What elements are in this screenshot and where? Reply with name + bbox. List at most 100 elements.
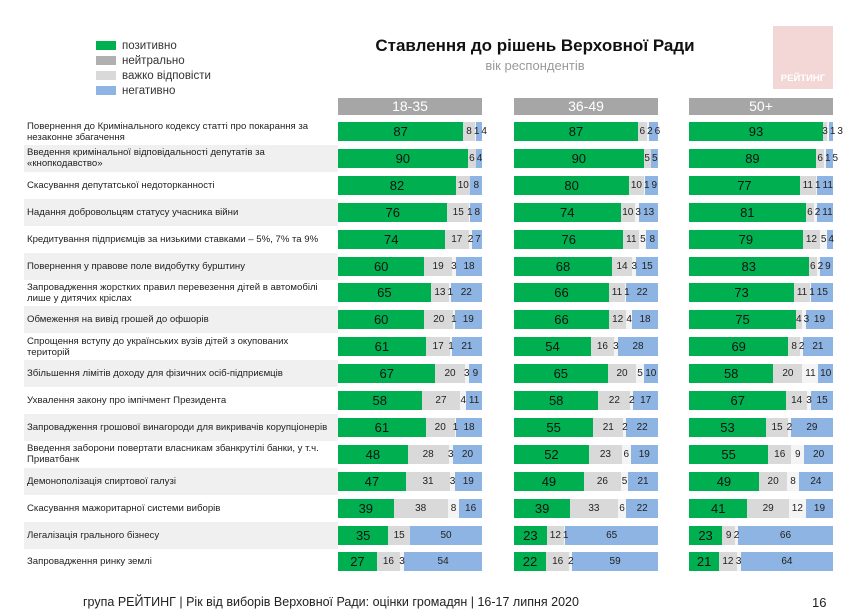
bar-label-negative: 5 — [832, 152, 839, 164]
bar-segment-neutral — [786, 391, 807, 410]
bar-label-positive: 79 — [738, 231, 754, 247]
bar-segment-neutral — [424, 310, 454, 330]
bar-segment-hard-to-say — [622, 444, 631, 464]
bar-segment-neutral — [546, 525, 564, 545]
category-label: Запровадження ринку землі — [27, 556, 152, 568]
category-label: Запровадження жорстких правил перевезенн… — [27, 281, 318, 304]
category-label: Кредитування підприємців за низькими ста… — [27, 233, 319, 245]
bar-label-hard-to-say: 2 — [817, 260, 824, 272]
row-background — [24, 144, 338, 172]
bar-segment-positive — [514, 417, 594, 437]
bar-segment-hard-to-say — [449, 283, 451, 303]
bar-segment-hard-to-say — [454, 417, 457, 437]
bar-label-neutral: 20 — [444, 368, 456, 380]
bar-segment-positive — [514, 310, 610, 330]
bar-label-hard-to-say: 1 — [643, 179, 650, 191]
bar-segment-positive — [689, 256, 809, 276]
bar-segment-positive — [689, 444, 769, 464]
bar-label-positive: 81 — [740, 204, 755, 220]
bar-label-neutral: 15 — [771, 421, 783, 433]
bar-label-negative: 15 — [816, 395, 828, 406]
bar-segment-negative — [633, 391, 658, 410]
bar-label-neutral: 17 — [432, 341, 444, 353]
bar-label-positive: 52 — [544, 446, 559, 462]
bar-label-negative: 10 — [645, 368, 657, 380]
bar-segment-positive — [689, 552, 720, 572]
bar-label-hard-to-say: 1 — [447, 287, 454, 299]
bar-segment-positive — [689, 283, 795, 303]
bar-segment-neutral — [822, 122, 828, 141]
bar-label-positive: 68 — [555, 258, 571, 274]
legend-label: позитивно — [122, 39, 177, 52]
bar-label-negative: 28 — [632, 341, 644, 353]
bar-segment-negative — [626, 498, 658, 518]
bar-segment-positive — [338, 337, 426, 357]
bar-segment-neutral — [719, 552, 737, 572]
bar-segment-negative — [737, 525, 833, 545]
bar-segment-neutral — [815, 148, 825, 168]
bar-segment-neutral — [607, 364, 637, 384]
bar-segment-neutral — [435, 364, 465, 384]
bar-label-neutral: 26 — [596, 475, 608, 487]
bar-segment-negative — [626, 417, 658, 437]
bar-label-positive: 66 — [554, 312, 569, 328]
bar-label-hard-to-say: 2 — [622, 421, 628, 433]
bar-label-neutral: 11 — [626, 233, 637, 245]
bar-label-neutral: 6 — [810, 260, 816, 272]
bar-segment-positive — [689, 525, 723, 545]
bar-segment-positive — [514, 391, 599, 410]
bar-segment-hard-to-say — [620, 471, 629, 491]
bar-label-negative: 66 — [779, 529, 792, 541]
bar-label-negative: 11 — [822, 206, 833, 218]
bar-label-hard-to-say: 1 — [473, 126, 480, 137]
bar-segment-hard-to-say — [623, 417, 627, 437]
bar-label-positive: 75 — [735, 312, 750, 328]
bar-segment-neutral — [424, 256, 452, 276]
bar-label-neutral: 20 — [782, 368, 794, 380]
bar-label-positive: 61 — [374, 419, 390, 435]
bar-segment-positive — [338, 256, 425, 276]
bar-label-positive: 22 — [522, 554, 538, 570]
bar-label-positive: 73 — [734, 285, 749, 301]
bar-label-neutral: 16 — [382, 556, 394, 568]
bar-segment-positive — [689, 337, 789, 357]
bar-segment-neutral — [808, 256, 818, 276]
bar-segment-positive — [514, 337, 591, 357]
category-label: Легалізація грального бізнесу — [27, 529, 160, 541]
bar-segment-hard-to-say — [613, 337, 619, 357]
bar-label-neutral: 38 — [415, 502, 427, 514]
bar-label-negative: 21 — [637, 475, 649, 487]
bar-segment-negative — [630, 444, 658, 464]
bar-label-negative: 9 — [472, 368, 479, 380]
bar-label-hard-to-say: 1 — [624, 287, 630, 299]
bar-label-hard-to-say: 12 — [791, 502, 803, 514]
bar-label-positive: 48 — [365, 446, 381, 462]
bar-label-hard-to-say: 2 — [567, 556, 574, 568]
bar-label-neutral: 15 — [393, 529, 405, 541]
bar-label-negative: 22 — [636, 421, 648, 433]
bar-segment-neutral — [805, 202, 815, 222]
bar-segment-negative — [454, 471, 482, 491]
bar-label-positive: 82 — [389, 177, 405, 193]
bar-segment-positive — [338, 364, 436, 384]
bar-label-negative: 3 — [837, 126, 843, 137]
bar-label-negative: 8 — [649, 233, 656, 245]
bar-label-neutral: 9 — [725, 529, 732, 541]
bar-segment-positive — [338, 283, 431, 303]
bar-segment-neutral — [758, 471, 788, 491]
bar-segment-negative — [450, 283, 482, 303]
legend-item-hard-to-say: важко відповісти — [96, 68, 211, 83]
bar-segment-neutral — [590, 337, 614, 357]
category-label: Скасування депутатської недоторканності — [27, 179, 215, 191]
bar-label-hard-to-say: 8 — [790, 475, 796, 487]
bar-label-positive: 67 — [379, 366, 394, 382]
bar-label-neutral: 6 — [817, 152, 823, 164]
bar-segment-hard-to-say — [639, 229, 647, 249]
bar-label-negative: 9 — [825, 260, 831, 272]
bar-label-negative: 16 — [465, 502, 477, 514]
bar-label-positive: 39 — [534, 500, 550, 516]
bar-label-positive: 53 — [720, 419, 735, 435]
bar-label-negative: 18 — [639, 314, 651, 326]
bar-segment-hard-to-say — [630, 391, 634, 410]
bar-label-neutral: 16 — [774, 448, 786, 460]
